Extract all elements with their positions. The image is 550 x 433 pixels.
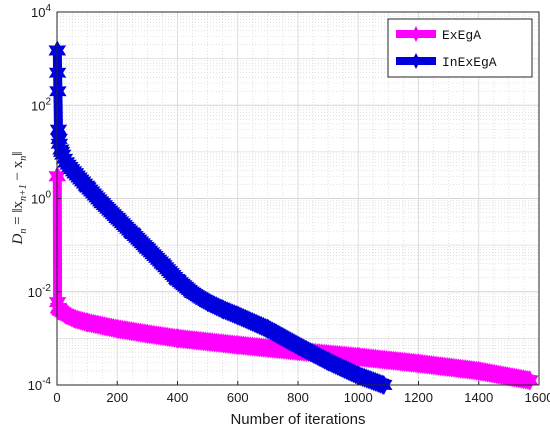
data-point	[349, 365, 367, 386]
data-point	[349, 346, 367, 367]
data-point	[66, 309, 84, 329]
x-tick-label: 1000	[344, 390, 373, 405]
y-tick-label: 104	[31, 3, 51, 20]
data-point	[229, 335, 247, 355]
data-point	[214, 299, 232, 320]
data-point	[50, 133, 69, 154]
data-point	[168, 328, 187, 349]
data-point	[93, 193, 111, 213]
data-point	[138, 323, 156, 344]
series-inexega	[48, 40, 393, 395]
y-label-sub3: n	[18, 156, 29, 161]
data-point	[78, 176, 96, 197]
data-point	[49, 81, 67, 102]
data-point	[470, 361, 488, 381]
x-tick-label: 800	[287, 390, 309, 405]
data-point	[168, 269, 187, 290]
data-point	[108, 318, 126, 339]
svg-text:Dn = ‖xn+1 − xn‖: Dn = ‖xn+1 − xn‖	[10, 152, 29, 246]
y-axis-ticks: 10-4 10-2 100 102 104	[28, 3, 61, 393]
x-tick-label: 1600	[525, 390, 550, 405]
x-tick-label: 1400	[464, 390, 493, 405]
data-point	[48, 62, 67, 83]
y-label-symbol: D	[10, 233, 26, 245]
data-point	[52, 141, 71, 162]
x-tick-label: 1200	[404, 390, 433, 405]
y-label-sub: n	[18, 229, 29, 234]
data-point	[49, 119, 68, 140]
data-point	[521, 370, 539, 391]
y-tick-label: 102	[31, 96, 51, 113]
legend-marker-exega	[409, 26, 423, 42]
data-point	[199, 292, 217, 313]
y-label-eq: = ‖x	[10, 200, 26, 228]
data-point	[138, 238, 156, 259]
x-tick-label: 0	[53, 390, 60, 405]
y-tick-label: 10-4	[28, 376, 52, 393]
data-point	[57, 304, 75, 325]
data-point	[409, 353, 428, 374]
legend-label-inexega: InExEgA	[442, 55, 497, 70]
legend: ExEgA InExEgA	[387, 18, 533, 78]
data-point	[259, 318, 277, 339]
data-point	[66, 163, 84, 184]
data-point	[57, 152, 75, 173]
x-axis-ticks: 0 200 400 600 800 1000 1200 1400 1600	[53, 381, 550, 405]
legend-label-exega: ExEgA	[442, 28, 481, 43]
data-point	[153, 253, 172, 274]
y-label-close: ‖	[10, 152, 26, 156]
data-point	[319, 351, 337, 372]
legend-box	[387, 18, 533, 78]
x-tick-label: 600	[227, 390, 249, 405]
legend-marker-inexega	[409, 53, 423, 69]
data-point	[289, 335, 307, 356]
y-label-minus: − x	[10, 160, 26, 184]
x-axis-title: Number of iterations	[230, 411, 365, 428]
x-tick-label: 400	[167, 390, 189, 405]
data-point	[78, 312, 96, 333]
data-point	[183, 282, 202, 303]
y-tick-label: 10-2	[28, 283, 52, 300]
series-layer	[48, 40, 539, 395]
x-tick-label: 200	[106, 390, 128, 405]
y-label-sub2: n+1	[18, 184, 29, 201]
y-axis-title: Dn = ‖xn+1 − xn‖	[10, 152, 29, 246]
data-point	[108, 208, 126, 229]
y-tick-label: 100	[31, 190, 51, 207]
data-point	[229, 305, 247, 326]
data-point	[123, 223, 141, 244]
